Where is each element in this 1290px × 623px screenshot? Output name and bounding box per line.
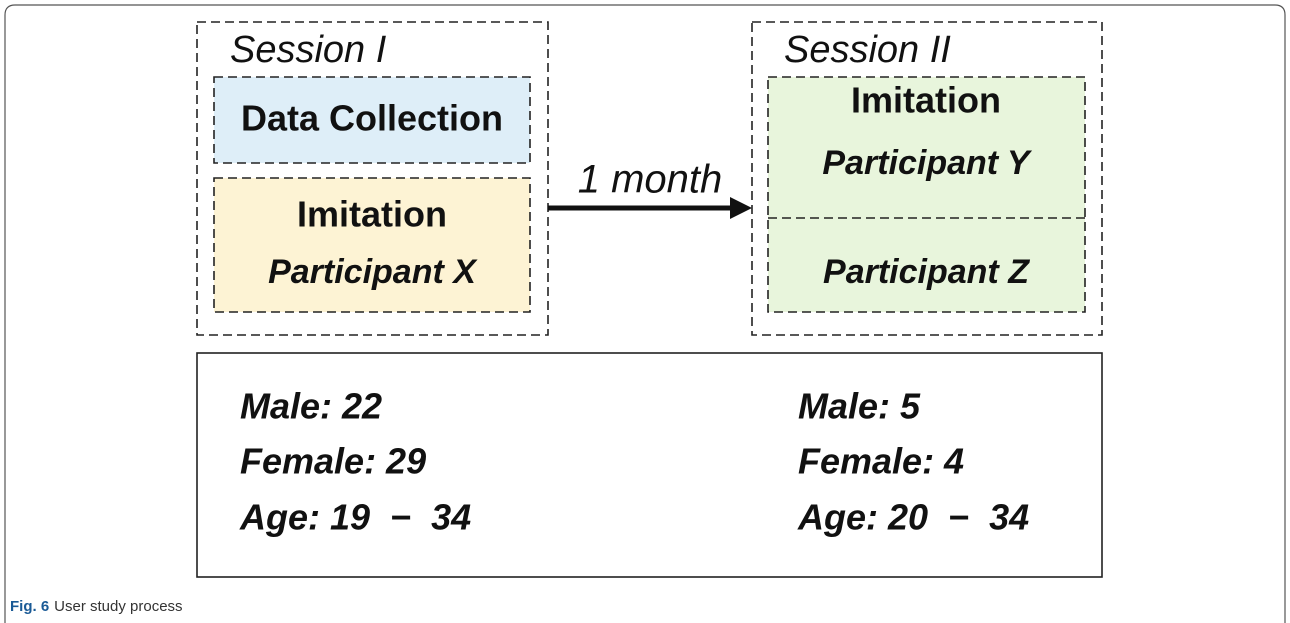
stat: Female: 29	[240, 441, 426, 482]
participant-label: Participant Y	[822, 144, 1033, 182]
stat: Female: 4	[798, 441, 964, 482]
participant-label: Participant X	[268, 253, 478, 291]
step-label: Data Collection	[241, 98, 503, 139]
step-box	[213, 177, 531, 313]
session-box	[751, 21, 1103, 336]
interval-label: 1 month	[578, 158, 723, 202]
session-title: Session II	[784, 29, 951, 71]
step-box	[213, 76, 531, 164]
frame	[4, 4, 1286, 623]
caption-label: Fig. 6	[10, 598, 49, 615]
step-label: Imitation	[851, 80, 1001, 121]
caption: Fig. 6 User study process	[10, 598, 183, 615]
stat: Age: 19 − 34	[239, 497, 471, 538]
arrow-head	[730, 197, 752, 219]
step-box	[767, 76, 1086, 313]
stat: Age: 20 − 34	[797, 497, 1029, 538]
stat: Male: 22	[240, 386, 382, 427]
participant-label: Participant Z	[823, 253, 1030, 291]
stat: Male: 5	[798, 386, 921, 427]
session-box	[196, 21, 549, 336]
caption-text: User study process	[54, 598, 182, 615]
session-title: Session I	[230, 29, 387, 71]
stats-box	[196, 352, 1103, 578]
step-label: Imitation	[297, 194, 447, 235]
